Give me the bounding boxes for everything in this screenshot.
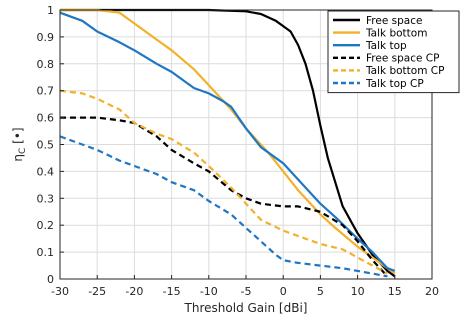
legend-box [327, 10, 460, 94]
y-tick-label: 0.9 [37, 31, 55, 44]
x-tick-label: 10 [351, 285, 365, 298]
x-tick-label: 0 [280, 285, 287, 298]
y-tick-label: 0.6 [37, 112, 55, 125]
x-tick-label: -10 [200, 285, 218, 298]
x-axis-label: Threshold Gain [dBi] [184, 301, 308, 315]
x-tick-label: -30 [51, 285, 69, 298]
series-line-talk-top [59, 11, 396, 272]
y-tick-label: 0.1 [37, 246, 55, 259]
series-line-talk-top-cp [59, 135, 388, 278]
x-tick-label: -25 [88, 285, 106, 298]
legend-label: Talk bottom CP [365, 65, 444, 77]
y-tick-label: 0.4 [37, 165, 55, 178]
plot-lines [59, 8, 396, 278]
y-tick-label: 0.8 [37, 58, 55, 71]
y-tick-labels: 0 0.1 0.2 0.3 0.4 0.5 0.6 0.7 0.8 0.9 1 [37, 4, 64, 286]
legend-label: Free space [366, 15, 422, 27]
x-tick-labels: -30 -25 -20 -15 -10 -5 0 5 10 15 20 [51, 275, 439, 298]
y-tick-label: 0.2 [37, 219, 55, 232]
legend-label: Talk top [365, 40, 407, 52]
legend-label: Free space CP [366, 53, 439, 65]
y-tick-label: 0.7 [37, 85, 55, 98]
svg-text:ηC [•]: ηC [•] [11, 127, 28, 161]
y-tick-label: 0.5 [37, 139, 55, 152]
x-tick-label: -5 [241, 285, 252, 298]
x-tick-label: -20 [125, 285, 143, 298]
y-axis-label-symbol: η [11, 154, 25, 162]
x-tick-label: 5 [317, 285, 324, 298]
y-axis-label: ηC [•] [11, 127, 28, 161]
y-tick-label: 0 [47, 273, 54, 286]
y-tick-label: 0.3 [37, 192, 55, 205]
y-tick-label: 1 [47, 4, 54, 17]
legend-label: Talk top CP [365, 78, 424, 90]
series-line-talk-bottom-cp [59, 89, 388, 275]
x-tick-label: 15 [388, 285, 402, 298]
y-axis-label-unit: [•] [11, 127, 25, 143]
legend-label: Talk bottom [365, 27, 427, 39]
y-axis-label-subscript: C [18, 148, 28, 154]
x-tick-label: 20 [425, 285, 439, 298]
x-tick-label: -15 [163, 285, 181, 298]
